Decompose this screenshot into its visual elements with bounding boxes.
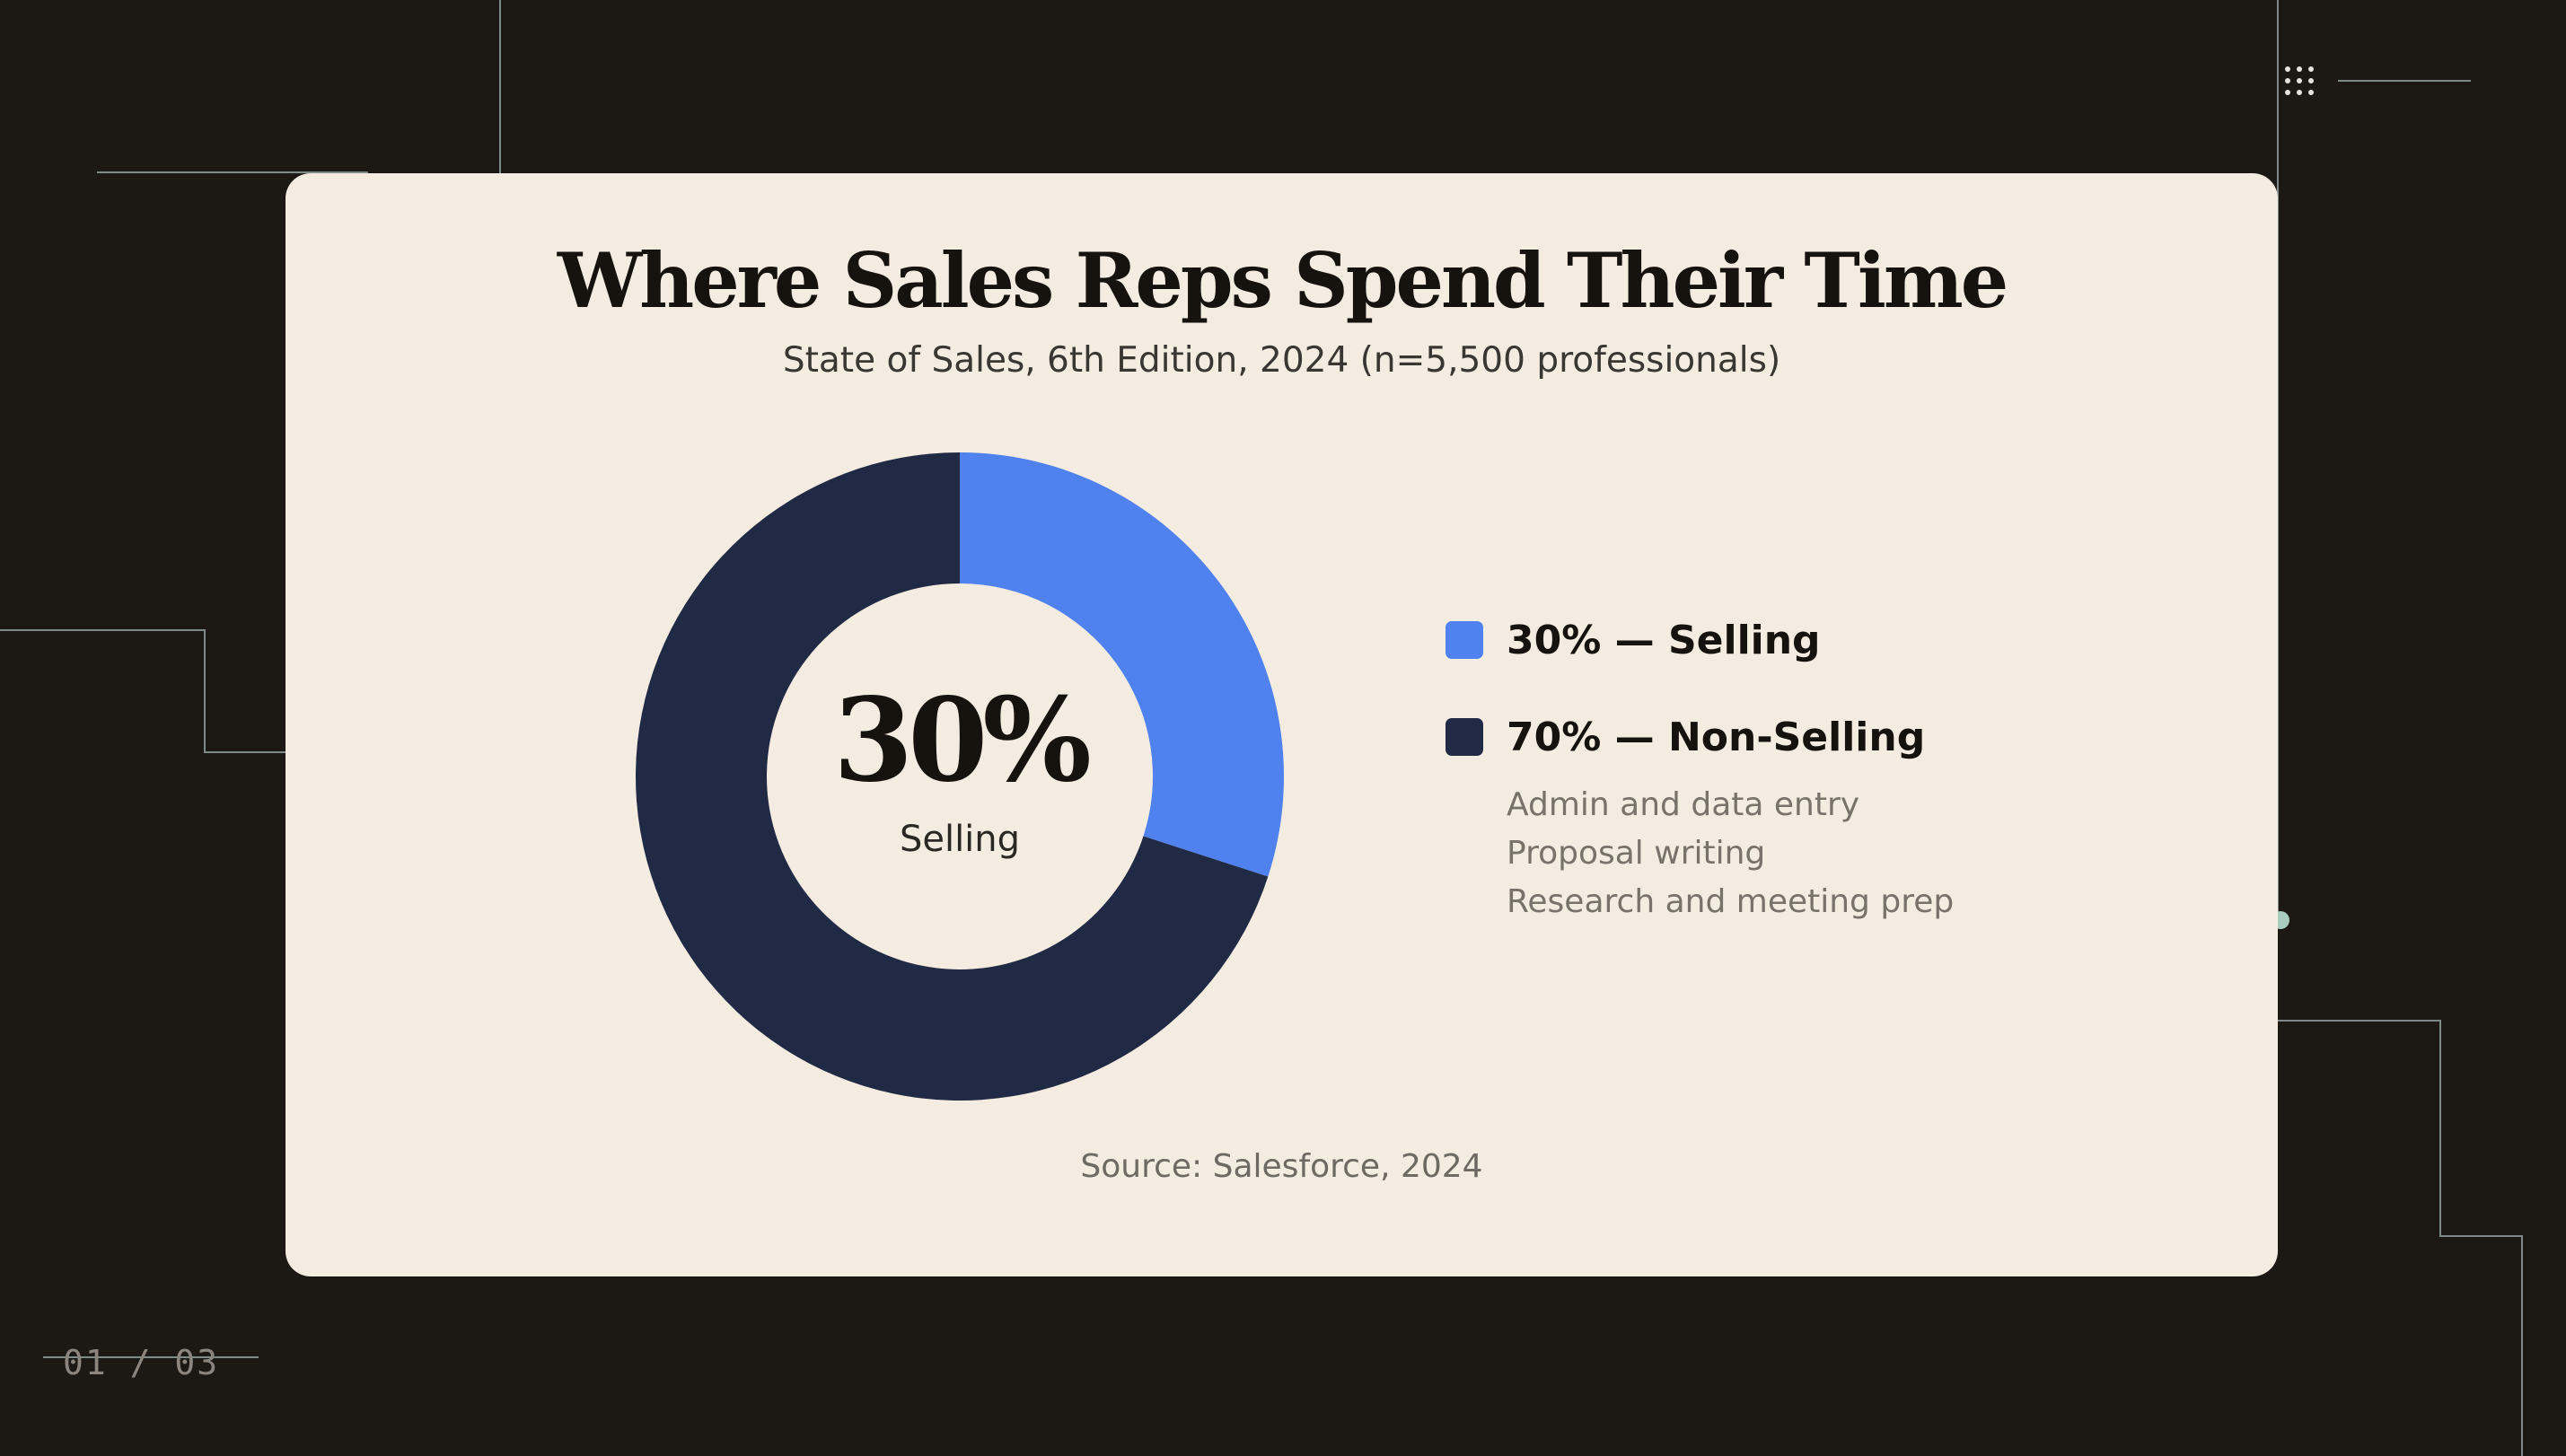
detail-item: Proposal writing — [1507, 835, 1766, 872]
detail-item: Admin and data entry — [1507, 786, 1860, 823]
donut-center-label: Selling — [899, 819, 1021, 860]
donut-slice-selling — [960, 452, 1284, 877]
legend-swatch-selling — [1446, 621, 1483, 659]
grid-dots-icon — [2285, 66, 2314, 95]
legend-label-selling: 30% — Selling — [1507, 618, 1821, 663]
legend-item-selling: 30% — Selling — [1446, 616, 1954, 666]
page-counter: 01 / 03 — [63, 1343, 220, 1382]
legend-swatch-non-selling — [1446, 718, 1483, 756]
detail-item: Research and meeting prep — [1507, 883, 1955, 920]
donut-slice-non-selling — [635, 452, 1269, 1101]
chart-subtitle: State of Sales, 6th Edition, 2024 (n=5,5… — [782, 340, 1781, 381]
legend-item-non-selling: 70% — Non-Selling — [1446, 713, 1954, 763]
legend-label-non-selling: 70% — Non-Selling — [1507, 715, 1926, 760]
chart-legend: 30% — Selling 70% — Non-Selling Admin an… — [1446, 616, 1954, 926]
chart-card: Where Sales Reps Spend Their Time State … — [286, 173, 2278, 1276]
donut-chart — [635, 452, 1284, 1101]
source-note: Source: Salesforce, 2024 — [1080, 1148, 1483, 1185]
donut-center-value: 30% — [833, 673, 1092, 808]
non-selling-detail-list: Admin and data entry Proposal writing Re… — [1507, 781, 1954, 926]
chart-title: Where Sales Reps Spend Their Time — [557, 236, 2008, 325]
